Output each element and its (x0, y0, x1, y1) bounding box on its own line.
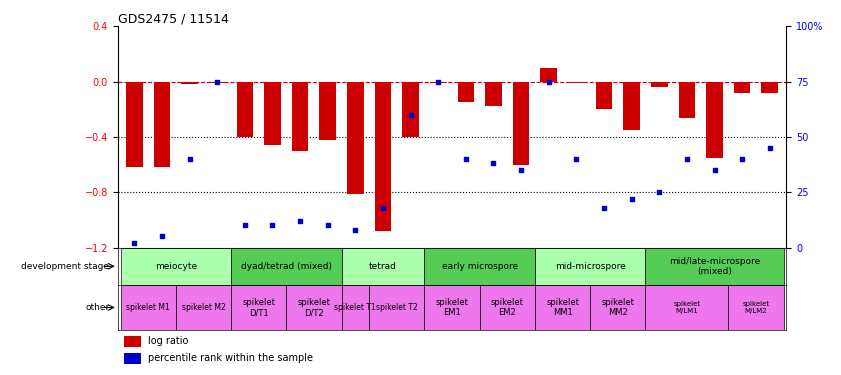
Text: spikelet
MM2: spikelet MM2 (601, 298, 634, 317)
Text: GDS2475 / 11514: GDS2475 / 11514 (118, 12, 229, 25)
Bar (513, 82, 529, 165)
Point (680, 156, 694, 162)
Text: early microspore: early microspore (442, 262, 518, 271)
Text: spikelet T1: spikelet T1 (335, 303, 376, 312)
Bar (679, 82, 696, 117)
Bar (402, 82, 419, 137)
Bar (124, 336, 141, 347)
Text: log ratio: log ratio (148, 336, 188, 346)
Point (515, 167, 528, 173)
Point (404, 112, 417, 118)
Point (182, 156, 196, 162)
Bar (347, 82, 363, 194)
Point (597, 205, 611, 211)
Bar (286, 285, 341, 330)
Bar (595, 82, 612, 109)
Point (487, 160, 500, 166)
Bar (535, 285, 590, 330)
Point (459, 156, 473, 162)
Text: meiocyte: meiocyte (155, 262, 197, 271)
Point (542, 79, 555, 85)
Point (238, 222, 251, 228)
Text: spikelet
D/T2: spikelet D/T2 (298, 298, 331, 317)
Bar (236, 82, 253, 137)
Point (156, 233, 169, 240)
Bar (375, 82, 391, 231)
Point (735, 156, 748, 162)
Point (763, 145, 776, 151)
Point (128, 240, 141, 246)
Bar (120, 285, 176, 330)
Bar (154, 82, 170, 167)
Bar (231, 285, 286, 330)
Bar (320, 82, 336, 140)
Text: tetrad: tetrad (369, 262, 397, 271)
Bar (535, 248, 645, 285)
Text: mid/late-microspore
(mixed): mid/late-microspore (mixed) (669, 256, 760, 276)
Point (625, 196, 638, 202)
Text: spikelet T2: spikelet T2 (376, 303, 418, 312)
Bar (124, 352, 141, 364)
Bar (734, 82, 750, 93)
Bar (176, 285, 231, 330)
Text: percentile rank within the sample: percentile rank within the sample (148, 353, 313, 363)
Bar (541, 68, 557, 82)
Point (210, 79, 224, 85)
Text: spikelet
EM1: spikelet EM1 (436, 298, 468, 317)
Bar (568, 82, 584, 83)
Bar (120, 248, 231, 285)
Text: spikelet
M/LM2: spikelet M/LM2 (743, 301, 770, 314)
Text: spikelet
D/T1: spikelet D/T1 (242, 298, 275, 317)
Bar (458, 82, 474, 102)
Text: development stage: development stage (21, 262, 109, 271)
Text: spikelet
EM2: spikelet EM2 (491, 298, 524, 317)
Bar (485, 82, 502, 106)
Bar (479, 285, 535, 330)
Bar (126, 82, 143, 167)
Point (708, 167, 722, 173)
Point (431, 79, 445, 85)
Point (294, 218, 307, 224)
Bar (425, 285, 479, 330)
Bar (425, 248, 535, 285)
Point (376, 205, 389, 211)
Bar (430, 82, 447, 83)
Point (349, 227, 362, 233)
Bar (264, 82, 281, 145)
Bar (761, 82, 778, 93)
Bar (651, 82, 668, 87)
Bar (341, 248, 425, 285)
Text: spikelet M2: spikelet M2 (182, 303, 225, 312)
Bar (728, 285, 784, 330)
Bar (182, 82, 198, 84)
Bar (369, 285, 425, 330)
Point (569, 156, 583, 162)
Text: spikelet
MM1: spikelet MM1 (546, 298, 579, 317)
Point (321, 222, 335, 228)
Text: other: other (85, 303, 109, 312)
Text: spikelet M1: spikelet M1 (126, 303, 170, 312)
Bar (706, 82, 722, 158)
Bar (590, 285, 645, 330)
Text: spikelet
M/LM1: spikelet M/LM1 (674, 301, 701, 314)
Point (266, 222, 279, 228)
Bar (645, 285, 728, 330)
Text: dyad/tetrad (mixed): dyad/tetrad (mixed) (241, 262, 331, 271)
Bar (209, 82, 225, 83)
Bar (645, 248, 784, 285)
Bar (292, 82, 309, 151)
Bar (623, 82, 640, 130)
Point (653, 189, 666, 195)
Text: mid-microspore: mid-microspore (555, 262, 626, 271)
Bar (231, 248, 341, 285)
Bar (341, 285, 369, 330)
